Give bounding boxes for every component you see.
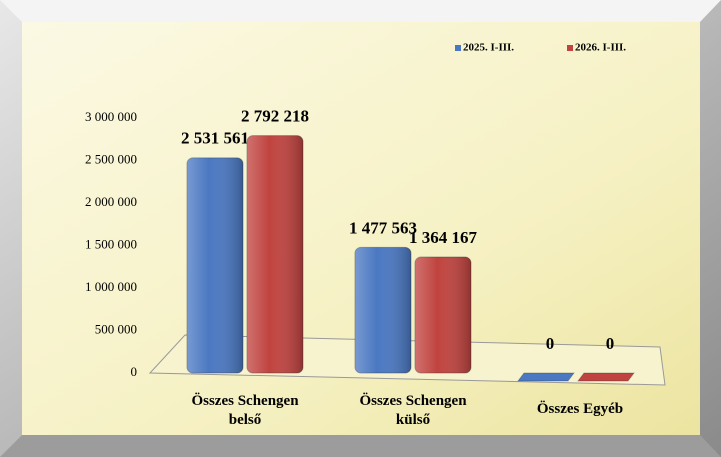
bar-shine (415, 257, 471, 373)
legend-swatch (567, 45, 573, 51)
y-tick-label: 2 500 000 (85, 151, 137, 166)
y-tick-label: 0 (131, 364, 138, 379)
bar-shine (247, 135, 303, 373)
x-tick-label: Összes Schengen belső (191, 393, 299, 428)
bar-top (577, 372, 635, 382)
data-label: 0 (606, 334, 615, 353)
legend-label: 2026. I-III. (575, 42, 626, 54)
y-tick-label: 500 000 (95, 321, 137, 336)
data-label: 2 792 218 (241, 107, 309, 126)
y-tick-label: 3 000 000 (85, 109, 137, 124)
data-label: 1 477 563 (349, 218, 417, 237)
x-tick-label: Összes Schengen külső (359, 393, 467, 428)
data-label: 2 531 561 (181, 129, 249, 148)
bar-shine (355, 247, 411, 373)
bar-shine (187, 157, 243, 373)
data-label: 1 364 167 (409, 228, 478, 247)
legend-swatch (455, 45, 461, 51)
x-tick-label: Összes Egyéb (536, 401, 624, 417)
legend-label: 2025. I-III. (463, 42, 514, 54)
y-tick-label: 2 000 000 (85, 194, 137, 209)
y-tick-label: 1 000 000 (85, 279, 137, 294)
data-label: 0 (546, 334, 555, 353)
bevel (0, 435, 721, 457)
y-tick-label: 1 500 000 (85, 236, 137, 251)
bar-top (517, 372, 575, 382)
bevel (0, 0, 721, 22)
